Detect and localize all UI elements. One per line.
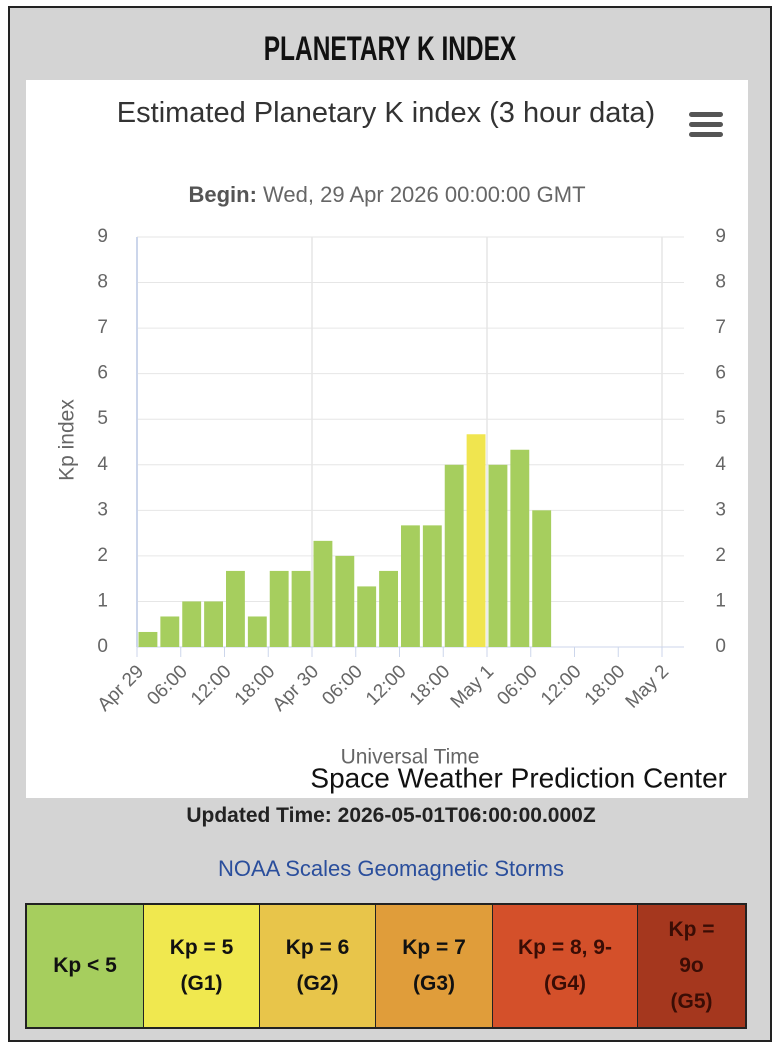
scale-text: (G4)	[544, 972, 586, 995]
bar	[138, 631, 158, 647]
bar	[510, 449, 530, 647]
bar	[160, 616, 180, 647]
scales-link[interactable]: NOAA Scales Geomagnetic Storms	[217, 856, 565, 881]
bar	[379, 570, 398, 647]
credit: Space Weather Prediction Center	[310, 762, 727, 793]
bar	[335, 555, 355, 647]
chart: 0 1 2 3 4 5 6 7 8 9 0 1 2 3 4 5 6 7 8 9 Apr 29 06:00 12:00 18:0…	[26, 80, 748, 798]
y-tick-label: 8	[97, 272, 108, 293]
scale-cell: Kp = 5 (G1)	[144, 905, 260, 1027]
bar	[357, 586, 377, 647]
y2-tick-label: 5	[715, 408, 726, 429]
scale-text: (G2)	[296, 972, 339, 995]
bar	[422, 525, 442, 647]
y-tick-label: 6	[97, 363, 108, 384]
chart-title: Estimated Planetary K index (3 hour data…	[116, 97, 656, 129]
y2-tick-label: 8	[715, 272, 726, 293]
bar	[182, 601, 202, 647]
y-tick-label: 3	[97, 499, 108, 520]
x-tick-label: 06:00	[143, 661, 191, 709]
y-tick-label: 2	[97, 545, 108, 566]
bar	[226, 570, 245, 647]
bar	[291, 570, 311, 647]
scale-text: Kp = 8, 9-	[518, 936, 612, 959]
scale-text: (G1)	[180, 972, 223, 995]
x-tick-label: Apr 30	[269, 661, 323, 715]
scale-cell: Kp < 5	[27, 905, 144, 1027]
scale-text: Kp = 6	[285, 936, 350, 959]
x-tick-label: May 2	[622, 661, 673, 712]
scale-text: Kp =	[668, 918, 715, 941]
header-title: PLANETARY K INDEX	[263, 30, 517, 68]
scale-cell: Kp = 7 (G3)	[376, 905, 493, 1027]
scale-cell: Kp = 8, 9- (G4)	[493, 905, 638, 1027]
y2-tick-label: 3	[715, 499, 726, 520]
bar	[401, 525, 420, 647]
bar	[204, 601, 223, 647]
bar	[444, 464, 464, 647]
x-tick-label: 06:00	[493, 661, 541, 709]
y2-tick-label: 7	[715, 317, 726, 338]
bar	[532, 510, 552, 647]
subtitle-text: Wed, 29 Apr 2026 00:00:00 GMT	[263, 182, 586, 207]
updated-label: Updated Time:	[186, 804, 332, 827]
y-tick-label: 9	[97, 226, 108, 247]
bar	[269, 570, 289, 647]
subtitle-label: Begin:	[188, 182, 257, 207]
x-axis-title: Universal Time	[341, 746, 480, 769]
chart-subtitle: Begin: Wed, 29 Apr 2026 00:00:00 GMT	[26, 182, 748, 208]
x-tick-label: May 1	[447, 661, 498, 712]
y-tick-label: 5	[97, 408, 108, 429]
scale-cell: Kp = 6 (G2)	[260, 905, 376, 1027]
scale-cell: Kp = 9o (G5)	[638, 905, 745, 1027]
y-axis-title: Kp index	[56, 399, 79, 481]
bar	[313, 540, 333, 647]
y-tick-label: 0	[97, 636, 108, 657]
y-tick-label: 1	[97, 590, 108, 611]
y-tick-label: 7	[97, 317, 108, 338]
scale-text: Kp = 7	[402, 936, 466, 959]
x-tick-label: 12:00	[362, 661, 410, 709]
y2-tick-label: 4	[715, 454, 726, 475]
x-tick-label: Apr 29	[94, 661, 148, 715]
bar	[488, 464, 508, 647]
scale-text: (G3)	[413, 972, 455, 995]
x-tick-label: 18:00	[406, 661, 454, 709]
scale-text: 9o	[679, 954, 704, 977]
updated-value: 2026-05-01T06:00:00.000Z	[337, 804, 596, 827]
bar	[247, 616, 267, 647]
scale-text: Kp = 5	[169, 936, 234, 959]
x-tick-label: 18:00	[581, 661, 629, 709]
bar	[466, 434, 486, 647]
y2-tick-label: 2	[715, 545, 726, 566]
x-tick-label: 06:00	[318, 661, 366, 709]
scale-text: Kp < 5	[53, 954, 117, 977]
scale-text: (G5)	[670, 990, 713, 1013]
scales-table: Kp < 5 Kp = 5 (G1) Kp = 6 (G2) Kp = 7 (G3) Kp =…	[25, 903, 747, 1029]
updated-time: Updated Time: 2026-05-01T06:00:00.000Z	[0, 804, 782, 828]
y-tick-label: 4	[97, 454, 108, 475]
menu-icon[interactable]	[689, 112, 723, 137]
y2-tick-label: 9	[715, 226, 726, 247]
x-tick-label: 12:00	[187, 661, 235, 709]
y2-tick-label: 1	[715, 590, 726, 611]
y2-tick-label: 0	[715, 636, 726, 657]
x-tick-label: 12:00	[537, 661, 585, 709]
y2-tick-label: 6	[715, 363, 726, 384]
